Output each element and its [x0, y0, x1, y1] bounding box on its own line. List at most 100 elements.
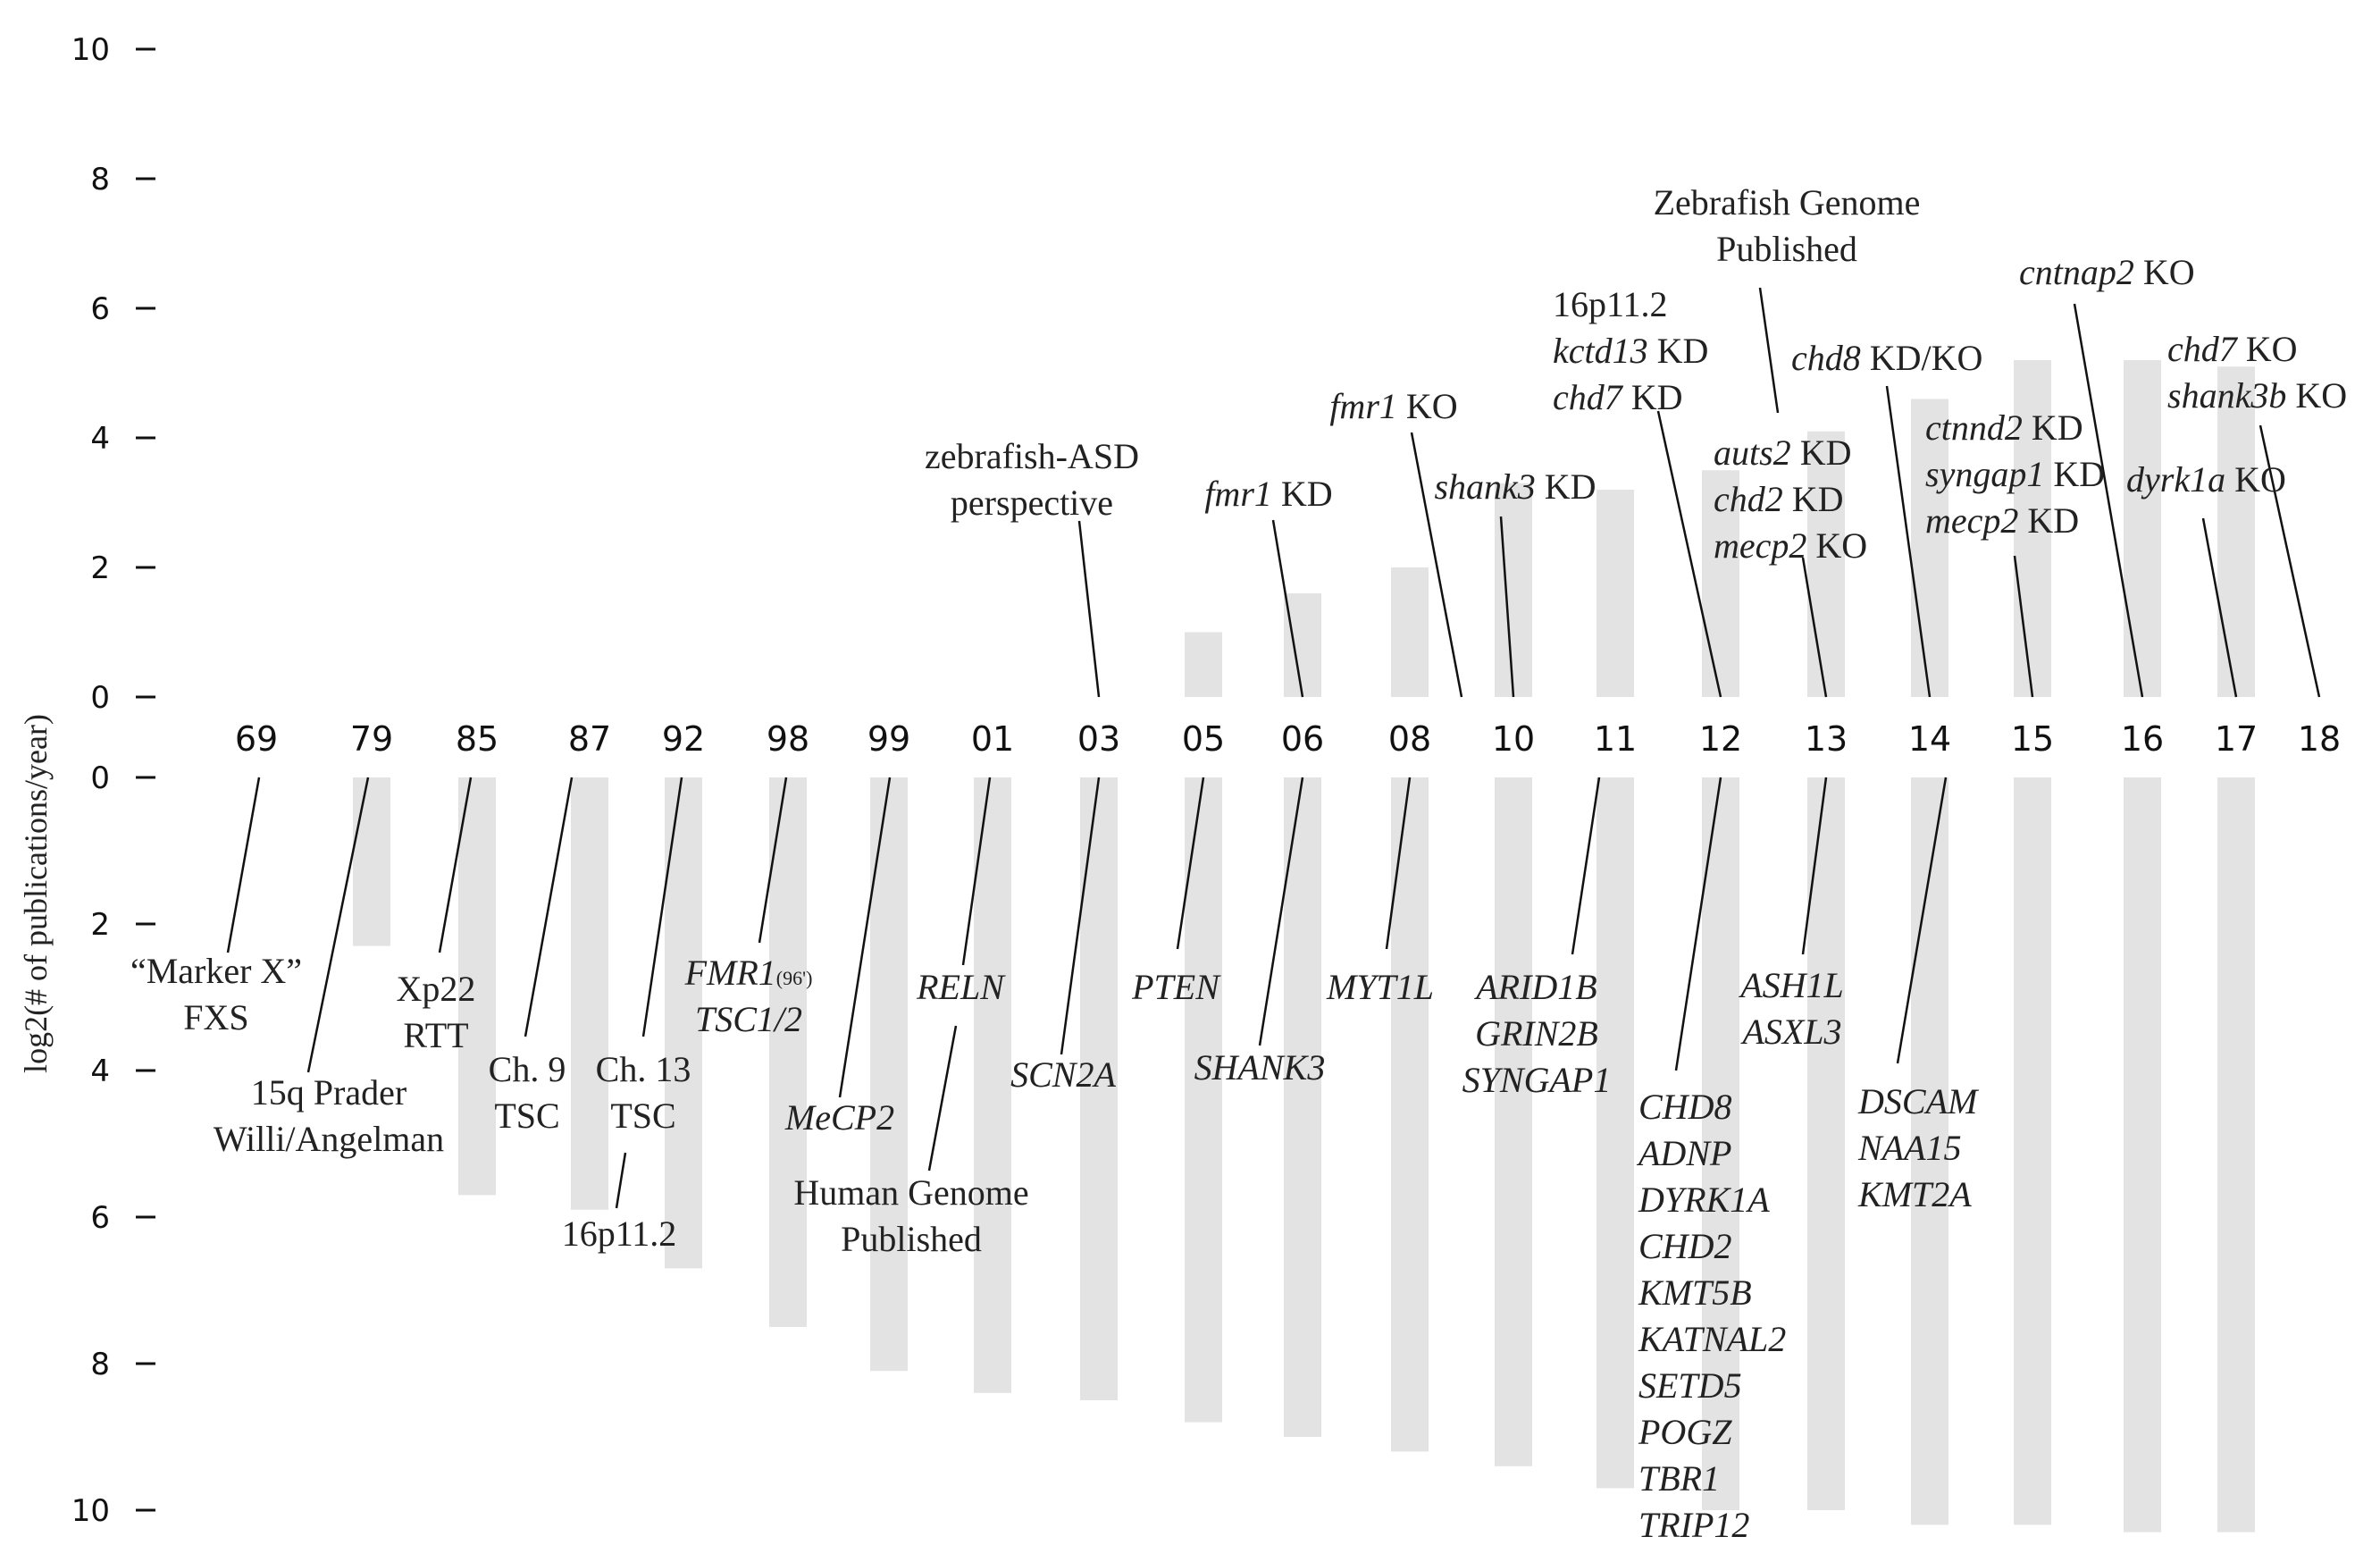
- leader-line-scn2a: [1060, 777, 1101, 1055]
- annotation-line: shank3b KO: [2167, 375, 2347, 416]
- annotation-line: MeCP2: [784, 1097, 894, 1138]
- annotation-text: SCN2A: [1010, 1054, 1116, 1095]
- top-y-axis: 0 2 4 6 8 10: [71, 32, 155, 716]
- annotation-fmr1-kd: fmr1 KD: [1204, 474, 1332, 514]
- annotation-line: Zebrafish Genome: [1654, 182, 1921, 223]
- top-bars: [1185, 360, 2255, 697]
- annotation-line: syngap1 KD: [1925, 454, 2105, 494]
- annotation-chd8-list: CHD8 ADNP DYRK1A CHD2 KMT5B KATNAL2 SETD5 POGZ T…: [1636, 1087, 1786, 1545]
- annotation-text: “Marker X”: [130, 951, 302, 991]
- annotation-text: zebrafish-ASD: [925, 436, 1139, 476]
- year-label-11: 11: [1594, 719, 1637, 759]
- annotation-line: ARID1B: [1473, 967, 1597, 1007]
- bar-bottom-10: [1495, 777, 1532, 1466]
- annotation-line: MYT1L: [1326, 967, 1434, 1007]
- bar-bottom-92: [665, 777, 702, 1269]
- annotation-pten: PTEN: [1131, 967, 1221, 1007]
- year-label-15: 15: [2011, 719, 2054, 759]
- annotation-line: RTT: [403, 1015, 468, 1055]
- year-label-13: 13: [1805, 719, 1848, 759]
- annotation-line: FXS: [183, 997, 248, 1037]
- bottom-tick-label: 0: [90, 760, 110, 796]
- annotation-text: KO: [2134, 252, 2195, 292]
- bar-bottom-14: [1911, 777, 1948, 1525]
- annotation-text: chd7: [1553, 377, 1624, 417]
- annotation-text: Ch. 9: [489, 1049, 566, 1089]
- year-label-17: 17: [2215, 719, 2258, 759]
- bar-top-08: [1391, 567, 1429, 697]
- year-label-10: 10: [1492, 719, 1535, 759]
- annotation-line: mecp2 KD: [1925, 500, 2079, 541]
- bar-top-15: [2014, 360, 2051, 697]
- annotation-text: KD: [1791, 432, 1852, 473]
- annotation-text: chd7: [2167, 329, 2239, 369]
- bottom-tick-label: 4: [90, 1054, 110, 1089]
- leader-line-16p-kctd13-chd7: [1656, 410, 1722, 698]
- annotation-text: CHD2: [1638, 1226, 1731, 1266]
- annotation-fmr1-ko: fmr1 KO: [1329, 386, 1457, 426]
- annotation-line: Ch. 13: [596, 1049, 691, 1089]
- annotation-text: 16p11.2: [1553, 284, 1668, 324]
- annotation-text: KMT2A: [1857, 1174, 1972, 1214]
- annotation-text: Human Genome: [793, 1172, 1028, 1213]
- annotation-text: ARID1B: [1473, 967, 1597, 1007]
- leader-line-fmr1-tsc: [758, 777, 788, 944]
- annotation-line: FMR1(96'): [684, 953, 813, 993]
- annotation-arid1b: ARID1B GRIN2B SYNGAP1: [1462, 967, 1612, 1100]
- annotation-cntnap2-ko: cntnap2 KO: [2019, 252, 2195, 292]
- leader-line-marker-x: [226, 777, 261, 953]
- leader-line-arid1b: [1571, 777, 1601, 955]
- leader-line-cntnap2-ko: [2073, 303, 2144, 698]
- annotation-text: Published: [841, 1219, 982, 1259]
- bottom-y-axis: 0 2 4 6 8 10: [71, 760, 155, 1529]
- leader-line-ch13: [641, 777, 683, 1037]
- annotation-human-genome: Human Genome Published: [793, 1172, 1028, 1259]
- annotation-ch13: Ch. 13 TSC: [596, 1049, 691, 1136]
- annotation-line: ctnnd2 KD: [1925, 407, 2083, 448]
- bar-bottom-15: [2014, 777, 2051, 1525]
- annotation-line: TRIP12: [1638, 1505, 1749, 1545]
- annotation-line: Published: [1716, 229, 1857, 269]
- top-tick-label: 4: [90, 421, 110, 457]
- annotation-line: SHANK3: [1194, 1047, 1326, 1088]
- annotation-line: shank3 KD: [1434, 466, 1596, 507]
- year-label-99: 99: [867, 719, 910, 759]
- annotation-15q: 15q Prader Willi/Angelman: [214, 1072, 444, 1159]
- leader-line-ctnnd2-syngap1-mecp2: [2013, 555, 2034, 698]
- annotation-text: mecp2: [1714, 525, 1806, 566]
- leader-line-dscam: [1896, 777, 1948, 1064]
- leader-line-zebrafish-asd: [1077, 520, 1101, 698]
- bar-bottom-01: [974, 777, 1011, 1393]
- annotation-line: fmr1 KO: [1329, 386, 1457, 426]
- annotation-line: Human Genome: [793, 1172, 1028, 1213]
- annotation-text: KO: [2237, 329, 2298, 369]
- annotation-text: NAA15: [1857, 1128, 1962, 1168]
- annotation-text: syngap1: [1925, 454, 2044, 494]
- bar-bottom-79: [353, 777, 390, 946]
- annotation-text: kctd13: [1553, 331, 1648, 371]
- year-label-69: 69: [235, 719, 278, 759]
- annotation-text: fmr1: [1204, 474, 1272, 514]
- annotation-line: 16p11.2: [1553, 284, 1668, 324]
- annotation-text: TSC: [494, 1096, 559, 1136]
- annotation-text: KD: [2023, 407, 2083, 448]
- annotation-line: KATNAL2: [1638, 1319, 1786, 1359]
- annotation-line: SYNGAP1: [1462, 1060, 1612, 1100]
- year-label-16: 16: [2121, 719, 2164, 759]
- annotation-text: perspective: [951, 483, 1113, 523]
- leader-line-pten: [1176, 777, 1205, 950]
- annotation-ch9: Ch. 9 TSC: [489, 1049, 566, 1136]
- bar-bottom-06: [1284, 777, 1321, 1437]
- annotation-text: Willi/Angelman: [214, 1119, 444, 1159]
- annotation-text: KD: [2044, 454, 2105, 494]
- annotation-xp22: Xp22 RTT: [397, 969, 476, 1055]
- annotation-scn2a: SCN2A: [1010, 1054, 1116, 1095]
- bar-top-11: [1596, 490, 1634, 697]
- annotation-text: DYRK1A: [1638, 1180, 1770, 1220]
- bottom-tick-label: 10: [71, 1493, 110, 1529]
- annotation-line: SETD5: [1638, 1365, 1742, 1406]
- annotation-zebrafish-genome: Zebrafish Genome Published: [1654, 182, 1921, 269]
- annotation-line: zebrafish-ASD: [925, 436, 1139, 476]
- annotation-text: ADNP: [1636, 1133, 1731, 1173]
